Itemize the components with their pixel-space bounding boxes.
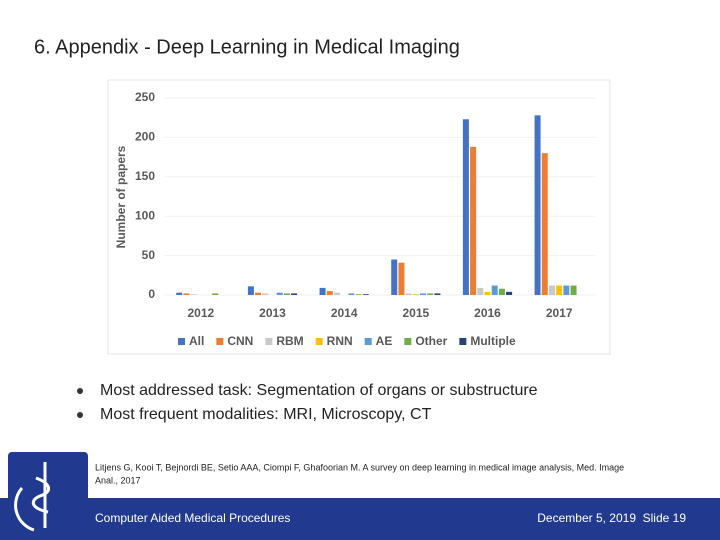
bar (427, 293, 434, 295)
x-tick-label: 2015 (402, 306, 429, 320)
legend-label: Other (415, 334, 447, 348)
bar (362, 294, 369, 295)
legend-swatch (265, 338, 273, 345)
bar (470, 146, 477, 295)
bar (398, 262, 405, 295)
bar (190, 294, 197, 295)
bullet-dot (77, 412, 83, 418)
x-tick-label: 2012 (187, 306, 214, 320)
legend-label: RBM (276, 334, 303, 348)
legend-swatch (404, 338, 412, 345)
bar (434, 293, 441, 295)
legend-swatch (364, 338, 372, 345)
y-tick-label: 150 (135, 169, 155, 183)
footer-left: Computer Aided Medical Procedures (95, 511, 290, 525)
bar (319, 287, 326, 295)
footer-date: December 5, 2019 (537, 511, 636, 525)
bullet-text: Most addressed task: Segmentation of org… (100, 382, 538, 399)
bar (333, 292, 340, 295)
bar (498, 288, 505, 295)
bar (477, 287, 484, 295)
bar (391, 259, 398, 295)
bar (534, 115, 541, 295)
bar (176, 292, 183, 295)
legend-swatch (216, 338, 224, 345)
bar (462, 119, 469, 295)
bar (291, 293, 298, 295)
bar (183, 293, 190, 295)
citation-line: Anal., 2017 (95, 475, 141, 485)
legend-swatch (459, 338, 467, 345)
bar (570, 285, 577, 295)
bar (491, 285, 498, 295)
bar (247, 286, 254, 295)
bar (326, 291, 333, 295)
legend-label: RNN (327, 334, 353, 348)
legend-label: AE (376, 334, 393, 348)
bar (283, 293, 290, 295)
y-tick-label: 100 (135, 208, 155, 222)
bullet-dot (77, 388, 83, 394)
bar (355, 294, 362, 295)
bar (563, 285, 570, 295)
x-tick-label: 2013 (259, 306, 286, 320)
legend-label: All (189, 334, 204, 348)
y-tick-label: 0 (148, 287, 155, 301)
x-tick-label: 2014 (331, 306, 358, 320)
y-tick-label: 250 (135, 90, 155, 104)
x-tick-label: 2016 (474, 306, 501, 320)
slide-title: 6. Appendix - Deep Learning in Medical I… (34, 36, 460, 58)
bar (541, 153, 548, 295)
y-axis-label: Number of papers (114, 145, 128, 248)
logo-box (8, 452, 88, 540)
bar (212, 293, 219, 295)
bar (506, 291, 513, 295)
bar (412, 294, 419, 295)
legend-swatch (178, 338, 185, 345)
legend-swatch (315, 338, 323, 345)
bar (276, 292, 283, 295)
bar (348, 293, 355, 295)
bar (548, 285, 555, 295)
citation-line: Litjens G, Kooi T, Bejnordi BE, Setio AA… (95, 462, 624, 472)
x-tick-label: 2017 (546, 306, 573, 320)
bar (405, 293, 412, 295)
y-tick-label: 50 (142, 248, 156, 262)
bar (484, 291, 491, 295)
footer-slide: Slide 19 (643, 511, 687, 525)
bar (420, 293, 427, 295)
bar (262, 293, 269, 295)
y-tick-label: 200 (135, 130, 155, 144)
bar (255, 292, 262, 295)
chart-frame (107, 79, 611, 355)
bullet-text: Most frequent modalities: MRI, Microscop… (100, 406, 432, 423)
legend-label: CNN (227, 334, 253, 348)
footer-band (0, 498, 720, 540)
logo (14, 462, 50, 532)
legend-label: Multiple (470, 334, 516, 348)
bar (556, 285, 563, 295)
chart: 0 50 100 150 200 250 2012 2013 2014 2015 2016 2017 A… (135, 90, 595, 348)
